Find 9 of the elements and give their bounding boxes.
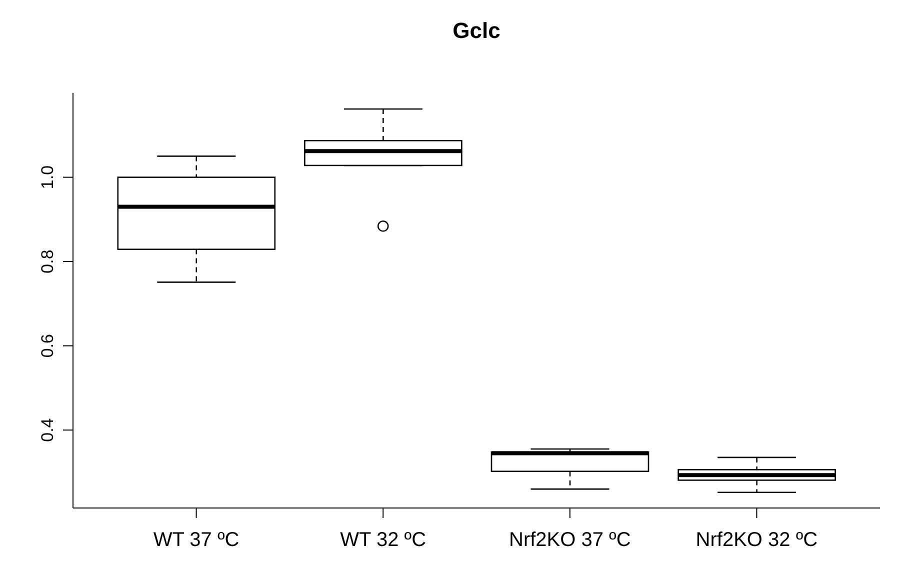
- y-tick-label: 0.8: [38, 250, 57, 274]
- y-tick-label: 1.0: [38, 165, 57, 190]
- x-tick-label: Nrf2KO 32 ºC: [696, 529, 818, 552]
- x-tick-label: WT 37 ºC: [153, 529, 240, 552]
- x-tick-label: WT 32 ºC: [340, 529, 426, 552]
- y-tick-label: 0.6: [38, 334, 57, 358]
- x-tick-label: Nrf2KO 37 ºC: [509, 529, 631, 552]
- y-tick-label: 0.4: [38, 418, 57, 442]
- chart-title: Gclc: [452, 18, 502, 44]
